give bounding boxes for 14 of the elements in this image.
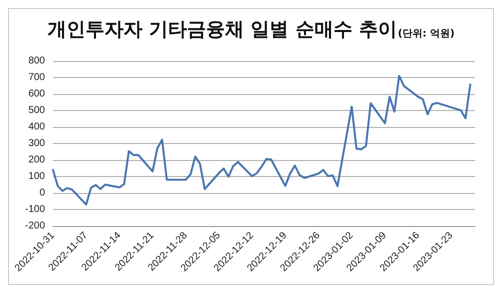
y-tick-label: 800: [28, 56, 46, 66]
y-tick-label: 500: [28, 105, 46, 116]
chart-title: 개인투자자 기타금융채 일별 순매수 추이: [47, 18, 397, 40]
y-tick-label: -200: [24, 220, 46, 232]
y-tick-label: 100: [28, 171, 46, 182]
y-tick-label: 600: [28, 88, 46, 100]
y-tick-label: 200: [28, 154, 46, 166]
y-tick-label: 400: [28, 122, 46, 132]
y-tick-label: 700: [28, 72, 46, 83]
y-tick-label: 300: [28, 138, 46, 149]
chart-subtitle: (단위: 억원): [398, 28, 455, 40]
y-tick-label: 0: [39, 188, 46, 198]
y-tick-label: -100: [24, 204, 46, 215]
line-series: [52, 74, 472, 206]
